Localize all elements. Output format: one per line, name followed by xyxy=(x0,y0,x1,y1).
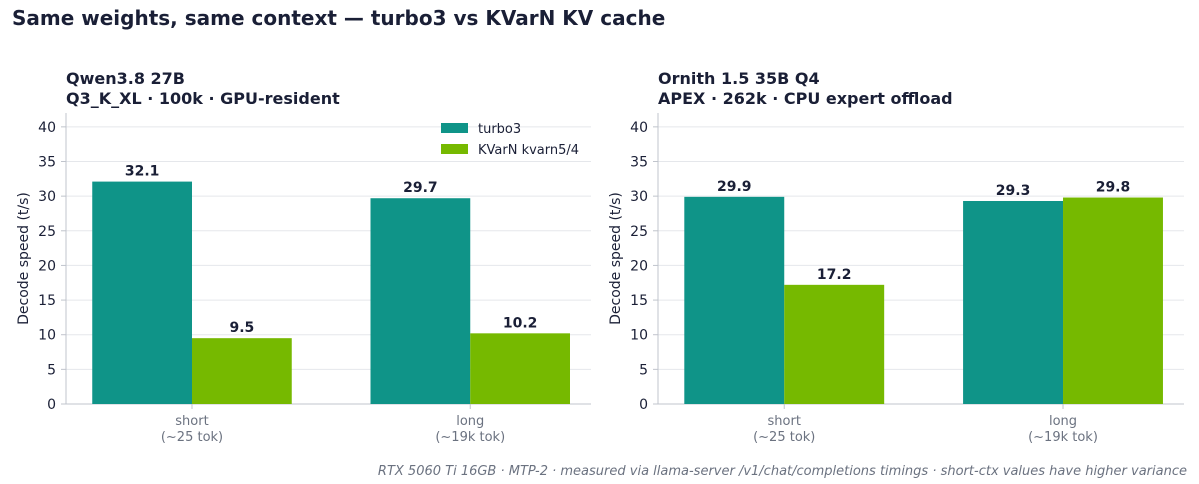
x-tick-label: (~19k tok) xyxy=(435,430,505,445)
y-tick-label: 25 xyxy=(630,224,648,240)
y-tick-label: 10 xyxy=(38,328,56,344)
legend-swatch xyxy=(441,144,468,154)
y-tick-label: 35 xyxy=(630,155,648,171)
x-tick-label: long xyxy=(456,414,484,429)
data-label: 10.2 xyxy=(503,315,538,331)
panel-title-line: APEX · 262k · CPU expert offload xyxy=(658,89,953,108)
bar-kvarn-long xyxy=(470,333,570,404)
y-tick-label: 40 xyxy=(38,120,56,136)
y-tick-label: 40 xyxy=(630,120,648,136)
bar-kvarn-short xyxy=(192,338,292,404)
data-label: 17.2 xyxy=(817,267,852,283)
data-label: 29.9 xyxy=(717,179,752,195)
y-tick-label: 5 xyxy=(639,362,648,378)
legend-label: turbo3 xyxy=(478,122,521,137)
legend-swatch xyxy=(441,123,468,133)
y-tick-label: 25 xyxy=(38,224,56,240)
y-tick-label: 15 xyxy=(38,293,56,309)
x-tick-label: long xyxy=(1049,414,1077,429)
y-tick-label: 15 xyxy=(630,293,648,309)
y-axis-label: Decode speed (t/s) xyxy=(16,192,32,325)
bar-turbo3-short xyxy=(92,181,192,404)
y-tick-label: 30 xyxy=(630,189,648,205)
panel-title-line: Q3_K_XL · 100k · GPU-resident xyxy=(66,89,340,108)
panel-title-line: Ornith 1.5 35B Q4 xyxy=(658,69,820,88)
data-label: 29.3 xyxy=(996,183,1031,199)
bar-turbo3-short xyxy=(684,196,785,404)
y-axis-label: Decode speed (t/s) xyxy=(608,192,624,325)
y-tick-label: 20 xyxy=(38,258,56,274)
y-tick-label: 0 xyxy=(47,397,56,413)
bar-turbo3-long xyxy=(370,198,471,404)
y-tick-label: 5 xyxy=(47,362,56,378)
footnote: RTX 5060 Ti 16GB · MTP-2 · measured via … xyxy=(377,464,1187,479)
y-tick-label: 10 xyxy=(630,328,648,344)
x-tick-label: (~25 tok) xyxy=(753,430,815,445)
y-tick-label: 30 xyxy=(38,189,56,205)
data-label: 29.8 xyxy=(1096,180,1131,196)
y-tick-label: 0 xyxy=(639,397,648,413)
y-tick-label: 20 xyxy=(630,258,648,274)
bar-kvarn-long xyxy=(1063,197,1163,404)
x-tick-label: (~19k tok) xyxy=(1028,430,1098,445)
y-tick-label: 35 xyxy=(38,155,56,171)
figure-title: Same weights, same context — turbo3 vs K… xyxy=(12,6,666,30)
data-label: 29.7 xyxy=(403,180,438,196)
x-tick-label: (~25 tok) xyxy=(161,430,223,445)
bar-kvarn-short xyxy=(784,284,885,404)
x-tick-label: short xyxy=(768,414,801,429)
legend-label: KVarN kvarn5/4 xyxy=(478,143,579,158)
x-tick-label: short xyxy=(175,414,208,429)
panel-title-line: Qwen3.8 27B xyxy=(66,69,185,88)
bar-turbo3-long xyxy=(963,200,1064,404)
data-label: 32.1 xyxy=(125,164,160,180)
data-label: 9.5 xyxy=(229,320,254,336)
